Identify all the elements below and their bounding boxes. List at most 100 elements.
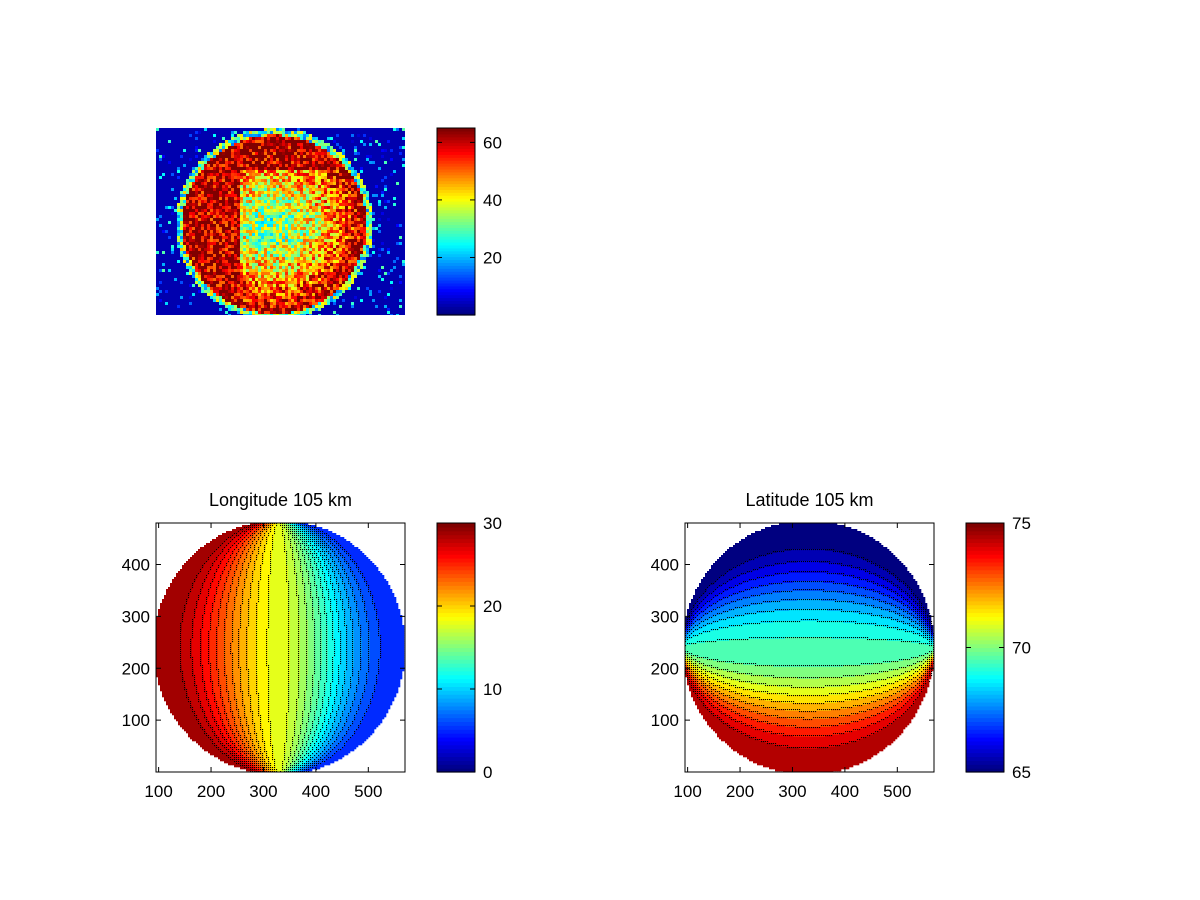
image-pixel [312,299,315,302]
image-pixel [315,161,318,164]
image-pixel [198,191,201,194]
image-pixel [363,191,366,194]
longitude-contour-cell [370,561,373,564]
longitude-contour-cell [260,529,263,532]
image-pixel [249,188,252,191]
image-pixel [315,278,318,281]
image-pixel [342,158,345,161]
image-pixel [270,272,273,275]
image-pixel [237,251,240,254]
longitude-contour-cell [226,545,229,548]
longitude-contour-cell [350,549,353,552]
longitude-contour-cell [280,551,283,554]
longitude-contour-cell [322,531,325,534]
image-pixel [225,251,228,254]
longitude-contour-cell [282,547,285,550]
image-pixel [348,191,351,194]
image-pixel [192,251,195,254]
image-pixel [354,212,357,215]
image-pixel [324,146,327,149]
image-pixel [228,230,231,233]
image-pixel [342,251,345,254]
image-pixel [318,287,321,290]
image-pixel [222,302,225,305]
image-pixel [258,248,261,251]
image-pixel [270,284,273,287]
image-pixel [291,266,294,269]
image-pixel [297,293,300,296]
image-pixel [273,221,276,224]
image-pixel [231,197,234,200]
image-pixel [246,311,249,314]
longitude-contour-cell [346,549,349,552]
image-pixel [387,272,390,275]
image-pixel [381,212,384,215]
longitude-contour-cell [340,555,343,558]
image-pixel [255,149,258,152]
image-pixel [225,170,228,173]
longitude-contour-cell [334,557,337,560]
image-pixel [231,272,234,275]
image-pixel [282,236,285,239]
image-pixel [294,182,297,185]
image-pixel [216,242,219,245]
longitude-contour-cell [258,559,261,562]
image-pixel [237,266,240,269]
longitude-contour-cell [312,559,315,562]
longitude-contour-cell [272,541,275,544]
image-pixel [219,203,222,206]
image-pixel [243,284,246,287]
image-pixel [291,197,294,200]
image-colorbar-segment [437,239,475,243]
image-pixel [348,230,351,233]
image-pixel [165,230,168,233]
image-pixel [264,254,267,257]
longitude-contour-cell [216,541,219,544]
image-pixel [276,143,279,146]
image-pixel [315,209,318,212]
longitude-contour-cell [216,547,219,550]
image-pixel [246,158,249,161]
longitude-contour-cell [324,531,327,534]
image-pixel [240,263,243,266]
image-pixel [273,308,276,311]
image-pixel [363,248,366,251]
image-pixel [246,296,249,299]
image-pixel [324,164,327,167]
image-pixel [294,212,297,215]
longitude-contour-cell [336,541,339,544]
image-pixel [363,200,366,203]
image-pixel [297,158,300,161]
image-pixel [288,248,291,251]
image-pixel [213,188,216,191]
longitude-contour-cell [308,545,311,548]
longitude-contour-cell [246,557,249,560]
image-pixel [333,236,336,239]
image-pixel [264,206,267,209]
image-pixel [222,173,225,176]
longitude-contour-cell [258,545,261,548]
image-pixel [321,149,324,152]
image-pixel [201,281,204,284]
image-pixel [288,239,291,242]
image-pixel [312,275,315,278]
longitude-contour-cell [252,557,255,560]
image-pixel [357,218,360,221]
image-pixel [249,251,252,254]
image-pixel [249,173,252,176]
image-pixel [234,233,237,236]
longitude-contour-cell [268,549,271,552]
longitude-contour-cell [272,523,275,526]
image-pixel [201,251,204,254]
longitude-contour-cell [264,531,267,534]
image-pixel [279,302,282,305]
longitude-contour-cell [308,529,311,532]
image-pixel [225,236,228,239]
image-pixel [357,245,360,248]
image-pixel [288,257,291,260]
image-pixel [309,149,312,152]
longitude-contour-cell [222,561,225,564]
image-pixel [318,296,321,299]
image-pixel [252,188,255,191]
image-pixel [285,221,288,224]
